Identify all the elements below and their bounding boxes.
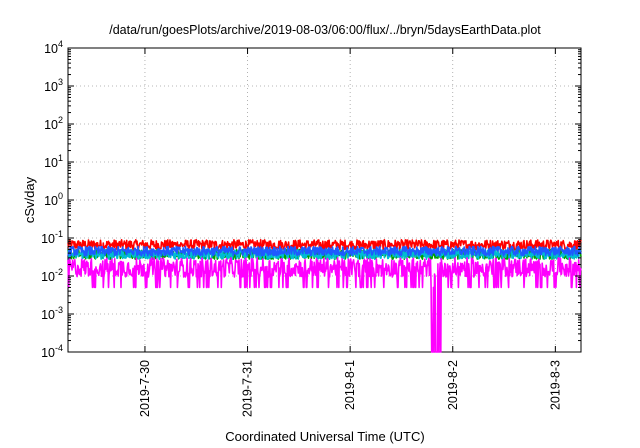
x-axis-label: Coordinated Universal Time (UTC) xyxy=(225,429,424,444)
y-tick-label-base: 10 xyxy=(44,194,58,208)
y-tick-label: 10-4 xyxy=(41,343,63,360)
x-tick-label: 2019-8-1 xyxy=(343,360,357,410)
series-line xyxy=(67,245,582,257)
y-tick-label-base: 10 xyxy=(41,346,55,360)
y-tick-label-base: 10 xyxy=(41,232,55,246)
y-tick-label: 102 xyxy=(44,115,63,132)
x-tick-label: 2019-7-31 xyxy=(241,360,255,417)
y-tick-label-base: 10 xyxy=(41,270,55,284)
y-tick-label-base: 10 xyxy=(44,42,58,56)
x-tick-label: 2019-7-30 xyxy=(138,360,152,417)
y-tick-label-exponent: 1 xyxy=(58,153,63,163)
y-tick-label-base: 10 xyxy=(44,80,58,94)
y-tick-label-exponent: 4 xyxy=(58,39,63,49)
y-tick-label-exponent: -2 xyxy=(55,267,63,277)
y-tick-label-exponent: -3 xyxy=(55,305,63,315)
series-line xyxy=(67,257,582,353)
y-tick-label: 100 xyxy=(44,191,63,208)
x-axis-ticks: 2019-7-30 2019-7-31 2019-8-1 2019-8-2 2019-8… xyxy=(138,48,562,417)
series-group xyxy=(67,239,582,353)
y-tick-label-exponent: 3 xyxy=(58,77,63,87)
y-tick-label: 104 xyxy=(44,39,63,56)
y-tick-label-base: 10 xyxy=(41,308,55,322)
y-tick-label-exponent: 0 xyxy=(58,191,63,201)
y-tick-label-base: 10 xyxy=(44,156,58,170)
y-axis-label: cSv/day xyxy=(22,176,37,223)
grid xyxy=(68,48,581,352)
y-tick-label: 101 xyxy=(44,153,63,170)
y-tick-label-exponent: 2 xyxy=(58,115,63,125)
y-tick-label: 103 xyxy=(44,77,63,94)
y-tick-label-exponent: -4 xyxy=(55,343,63,353)
y-tick-label: 10-3 xyxy=(41,305,63,322)
chart-title: /data/run/goesPlots/archive/2019-08-03/0… xyxy=(109,23,541,37)
x-tick-label: 2019-8-3 xyxy=(548,360,562,410)
y-tick-label-exponent: -1 xyxy=(55,229,63,239)
y-tick-label: 10-2 xyxy=(41,267,63,284)
y-tick-label: 10-1 xyxy=(41,229,63,246)
y-tick-label-base: 10 xyxy=(44,118,58,132)
series-line xyxy=(67,239,582,251)
x-tick-label: 2019-8-2 xyxy=(446,360,460,410)
